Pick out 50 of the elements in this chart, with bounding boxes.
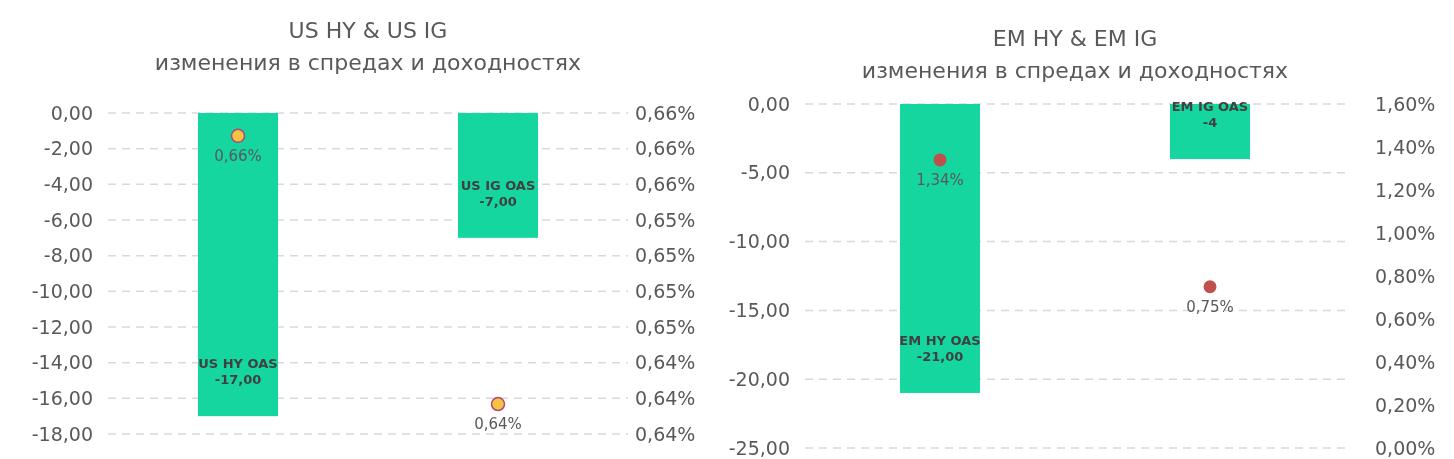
y-tick-label: -12,00 (31, 315, 93, 338)
y-tick-label: -6,00 (43, 208, 93, 231)
y2-tick-label: 0,65% (635, 315, 696, 338)
data-label: 1,34% (916, 170, 964, 189)
y-tick-label: -25,00 (728, 436, 790, 459)
x-tick-label: US HY OAS (198, 356, 278, 372)
y-tick-label: 0,00 (747, 92, 790, 115)
y2-tick-label: 0,80% (1375, 264, 1436, 287)
y2-tick-label: 0,64% (635, 351, 696, 374)
y2-tick-label: 0,65% (635, 279, 696, 302)
data-label: -21,00 (916, 348, 964, 364)
y2-tick-label: 0,66% (635, 172, 696, 195)
y-tick-label: -10,00 (728, 230, 790, 253)
x-tick-label: EM HY OAS (899, 332, 981, 348)
data-label: -4 (1202, 115, 1218, 131)
y-tick-label: -2,00 (43, 137, 93, 160)
y2-tick-label: 0,60% (1375, 307, 1436, 330)
y2-tick-label: 0,20% (1375, 393, 1436, 416)
y-tick-label: -14,00 (31, 351, 93, 374)
y-tick-label: -10,00 (31, 279, 93, 302)
y2-tick-label: 0,66% (635, 137, 696, 160)
y-tick-label: -8,00 (43, 244, 93, 267)
y2-tick-label: 1,40% (1375, 135, 1436, 158)
chart-title: US HY & US IG (288, 18, 448, 43)
y2-tick-label: 1,00% (1375, 221, 1436, 244)
y-tick-label: -18,00 (31, 422, 93, 445)
y2-tick-label: 0,00% (1375, 436, 1436, 459)
data-label: -17,00 (214, 372, 262, 388)
chart-subtitle: изменения в спредах и доходностях (861, 58, 1289, 83)
x-tick-label: US IG OAS (460, 177, 536, 193)
y-tick-label: 0,00 (50, 101, 93, 124)
y2-tick-label: 0,66% (635, 101, 696, 124)
y2-tick-label: 0,64% (635, 422, 696, 445)
y2-tick-label: 0,64% (635, 386, 696, 409)
chart-title: EM HY & EM IG (992, 26, 1158, 51)
data-label: 0,64% (474, 415, 522, 434)
data-label: 0,75% (1186, 297, 1234, 316)
y2-tick-label: 0,65% (635, 244, 696, 267)
data-label: 0,66% (214, 146, 262, 165)
y-tick-label: -16,00 (31, 386, 93, 409)
chart-subtitle: изменения в спредах и доходностях (154, 50, 582, 75)
y-tick-label: -4,00 (43, 172, 93, 195)
y2-tick-label: 0,65% (635, 208, 696, 231)
y-tick-label: -15,00 (728, 299, 790, 322)
y-tick-label: -5,00 (740, 161, 790, 184)
y-tick-label: -20,00 (728, 367, 790, 390)
y2-tick-label: 1,60% (1375, 92, 1436, 115)
y2-tick-label: 0,40% (1375, 350, 1436, 373)
y2-tick-label: 1,20% (1375, 178, 1436, 201)
data-label: -7,00 (479, 193, 517, 209)
